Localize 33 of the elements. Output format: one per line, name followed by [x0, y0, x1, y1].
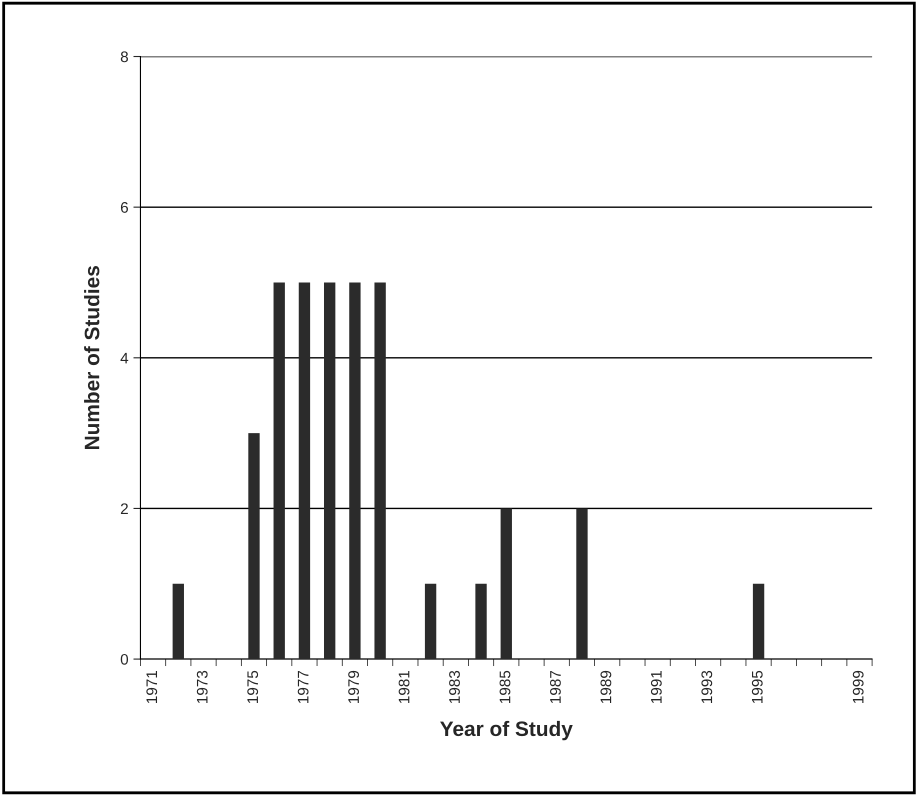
x-axis-title: Year of Study: [440, 720, 573, 740]
x-tick-label: 1971: [146, 670, 158, 704]
bar: [324, 282, 336, 660]
x-tick-label: 1999: [852, 670, 864, 704]
x-tick-label: 1987: [550, 670, 561, 704]
x-tick-label: 1991: [650, 670, 662, 704]
x-tick-label: 1975: [247, 670, 258, 704]
bar: [424, 584, 436, 660]
bar: [172, 584, 184, 660]
bar: [374, 282, 386, 660]
x-tick-label: 1985: [500, 670, 510, 704]
bar: [500, 508, 512, 660]
x-tick-label: 1993: [701, 670, 712, 704]
y-tick-label: 6: [120, 202, 128, 213]
y-tick-label: 8: [120, 51, 128, 62]
x-tick-label: 1979: [348, 670, 360, 704]
bar: [576, 508, 588, 660]
bar: [349, 282, 361, 660]
bar: [248, 433, 260, 660]
bar: [752, 584, 764, 660]
y-tick-label: 4: [120, 352, 128, 364]
x-tick-label: 1995: [752, 670, 763, 704]
y-axis-title: Number of Studies: [84, 266, 100, 450]
x-tick-label: 1989: [600, 670, 612, 704]
y-tick-label: 0: [120, 654, 128, 665]
x-tick-label: 1983: [449, 670, 460, 704]
x-tick-label: 1973: [196, 670, 208, 704]
bar: [274, 282, 285, 660]
bar: [475, 584, 487, 660]
x-tick-label: 1977: [298, 670, 309, 704]
bar: [298, 282, 310, 660]
x-tick-label: 1981: [398, 670, 410, 704]
y-tick-label: 2: [120, 503, 128, 514]
